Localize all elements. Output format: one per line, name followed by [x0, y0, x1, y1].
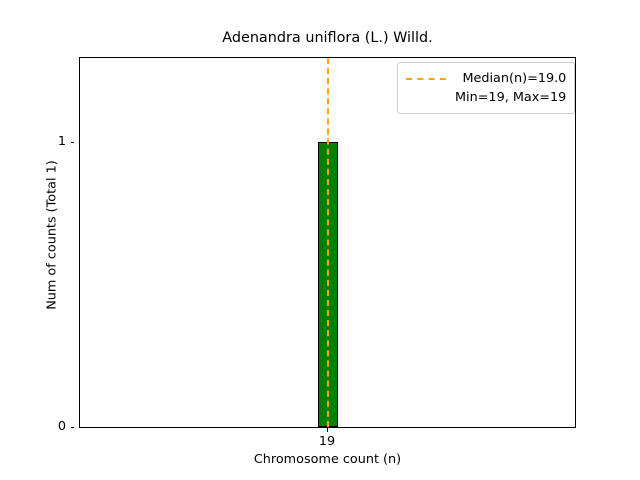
y-tick-label-0: 0: [57, 419, 66, 434]
legend-label-median: Median(n)=19.0: [462, 71, 567, 86]
legend: Median(n)=19.0 Min=19, Max=19: [397, 62, 576, 114]
legend-item-minmax: Min=19, Max=19: [406, 88, 566, 107]
plot-area: [79, 57, 576, 428]
y-axis: 0 1: [0, 57, 74, 434]
dashed-line-icon: [406, 77, 446, 80]
y-tick-label-1: 1: [57, 134, 66, 149]
legend-item-median: Median(n)=19.0: [406, 69, 566, 88]
y-axis-label: Num of counts (Total 1): [44, 160, 60, 310]
y-tick-mark-1: [70, 142, 74, 143]
x-axis-label: Chromosome count (n): [253, 452, 402, 467]
x-axis: 19: [79, 428, 576, 452]
x-tick-label-19: 19: [318, 434, 336, 449]
chart-title: Adenandra uniflora (L.) Willd.: [222, 30, 433, 46]
x-tick-mark-19: [327, 428, 328, 432]
legend-label-minmax: Min=19, Max=19: [455, 90, 567, 105]
median-line-overlay: [327, 58, 329, 427]
y-tick-mark-0: [70, 427, 74, 428]
